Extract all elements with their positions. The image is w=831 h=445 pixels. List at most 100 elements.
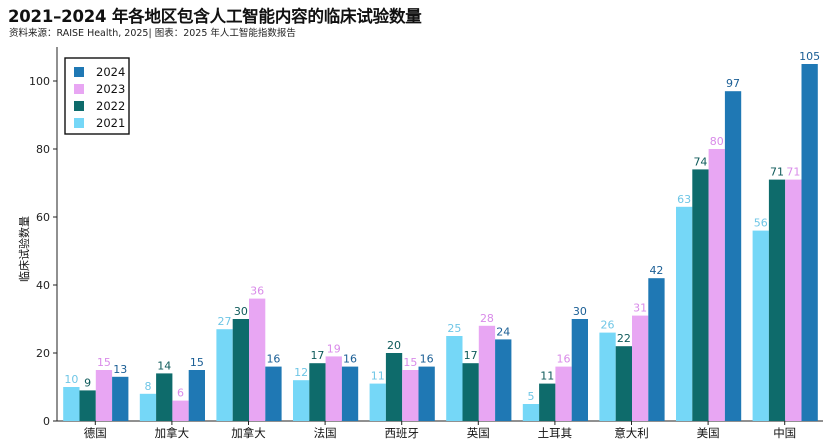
bar-value-label: 15	[97, 356, 111, 369]
bar	[418, 366, 435, 421]
bar	[555, 366, 572, 421]
bar-value-label: 74	[693, 155, 707, 168]
bar-value-label: 15	[190, 356, 204, 369]
bar-value-label: 17	[310, 349, 324, 362]
chart-source: 资料来源：RAISE Health, 2025| 图表：2025 年人工智能指数…	[9, 28, 296, 39]
bar-value-label: 16	[266, 353, 280, 366]
y-tick-label: 60	[36, 211, 50, 224]
bar-value-label: 19	[327, 342, 341, 355]
bar-value-label: 28	[480, 312, 494, 325]
y-tick-label: 20	[36, 347, 50, 360]
x-tick-label: 加拿大	[231, 426, 266, 440]
x-tick-label: 意大利	[614, 426, 649, 440]
y-tick-label: 100	[29, 75, 50, 88]
bar-value-label: 56	[754, 217, 768, 230]
bar	[156, 373, 173, 421]
bar-value-label: 16	[343, 353, 357, 366]
bar-value-label: 6	[177, 387, 184, 400]
bar-value-label: 27	[218, 315, 232, 328]
legend-swatch	[74, 118, 84, 128]
bar	[232, 319, 249, 421]
bar-value-label: 30	[234, 305, 248, 318]
bar-value-label: 97	[726, 77, 740, 90]
legend-label: 2024	[96, 65, 125, 79]
bar-value-label: 11	[371, 370, 385, 383]
bar	[522, 404, 540, 421]
bar	[216, 329, 233, 421]
legend-label: 2023	[96, 82, 125, 96]
bar-value-label: 26	[601, 319, 615, 332]
bar-value-label: 14	[157, 359, 171, 372]
bar	[599, 332, 616, 421]
bar	[139, 393, 157, 421]
bar	[112, 376, 129, 421]
bar-value-label: 20	[387, 339, 401, 352]
bar	[495, 339, 512, 421]
bar	[369, 383, 386, 421]
bar	[676, 206, 693, 421]
bar	[768, 179, 786, 421]
bar-value-label: 5	[527, 390, 534, 403]
bar	[752, 230, 769, 421]
bar	[785, 179, 802, 421]
bar-value-label: 12	[294, 366, 308, 379]
bars	[63, 64, 818, 421]
bar	[708, 149, 725, 421]
x-tick-label: 中国	[773, 426, 796, 440]
bar-value-label: 8	[144, 380, 151, 393]
bar	[325, 356, 342, 421]
bar-value-label: 15	[403, 356, 417, 369]
bar	[615, 346, 632, 421]
legend-label: 2021	[96, 116, 125, 130]
bar	[648, 278, 665, 421]
bar-value-label: 16	[420, 353, 434, 366]
y-tick-label: 0	[43, 415, 50, 428]
x-tick-label: 土耳其	[538, 426, 573, 440]
legend-swatch	[74, 84, 84, 94]
bar	[309, 363, 326, 421]
bar-value-label: 25	[447, 322, 461, 335]
bar-value-label: 42	[649, 264, 663, 277]
bar-value-label: 63	[677, 193, 691, 206]
bar-value-label: 24	[496, 325, 510, 338]
bar-value-label: 31	[633, 302, 647, 315]
bar-value-label: 71	[770, 166, 784, 179]
bar	[462, 363, 479, 421]
bar	[539, 383, 556, 421]
bar-value-label: 30	[573, 305, 587, 318]
bar	[571, 319, 588, 421]
bar	[95, 370, 113, 421]
bar	[402, 370, 419, 421]
bar	[63, 387, 80, 421]
bar	[385, 353, 403, 421]
bar-value-label: 10	[64, 373, 78, 386]
legend-swatch	[74, 67, 84, 77]
chart-title: 2021–2024 年各地区包含人工智能内容的临床试验数量	[8, 7, 422, 26]
bar	[172, 400, 189, 421]
bar-value-label: 9	[84, 376, 91, 389]
bar	[188, 370, 205, 421]
bar-value-label: 16	[557, 353, 571, 366]
bar	[79, 390, 96, 421]
x-tick-label: 加拿大	[155, 426, 190, 440]
x-tick-label: 法国	[314, 426, 337, 440]
bar-value-label: 80	[710, 135, 724, 148]
bar	[249, 298, 266, 421]
bar	[692, 169, 709, 421]
bar-value-label: 17	[464, 349, 478, 362]
x-tick-label: 西班牙	[384, 426, 419, 440]
y-tick-label: 40	[36, 279, 50, 292]
bar	[801, 64, 818, 421]
legend: 2024 2023 2022 2021	[64, 57, 130, 135]
y-axis-label: 临床试验数量	[17, 216, 31, 282]
bar	[341, 366, 359, 421]
bar-value-label: 11	[540, 370, 554, 383]
x-tick-label: 美国	[697, 426, 720, 440]
bar	[446, 336, 463, 421]
bar	[293, 380, 310, 421]
bar	[478, 325, 496, 421]
legend-swatch	[74, 101, 84, 111]
bar-value-label: 13	[113, 363, 127, 376]
